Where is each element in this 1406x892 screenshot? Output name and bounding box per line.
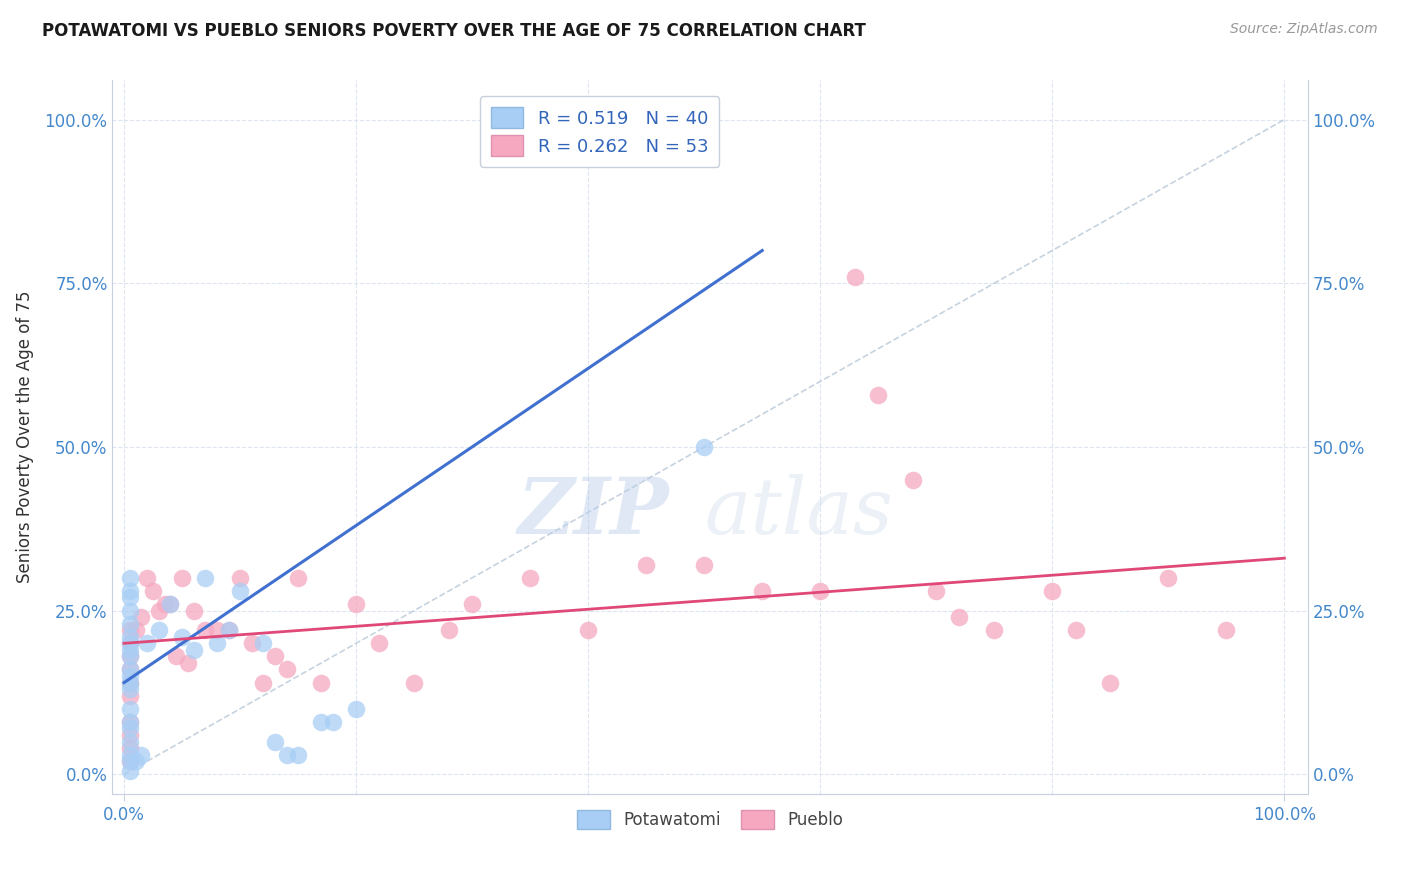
Point bbox=[264, 734, 287, 748]
Point bbox=[276, 663, 298, 677]
Point bbox=[118, 754, 141, 768]
Point bbox=[344, 702, 367, 716]
Point bbox=[925, 583, 948, 598]
Point bbox=[118, 764, 141, 778]
Point bbox=[131, 610, 153, 624]
Point bbox=[172, 571, 194, 585]
Point bbox=[131, 747, 153, 762]
Point bbox=[693, 440, 716, 454]
Point bbox=[165, 649, 187, 664]
Point bbox=[118, 571, 141, 585]
Point bbox=[1215, 624, 1237, 638]
Point bbox=[118, 747, 141, 762]
Point bbox=[118, 675, 141, 690]
Point bbox=[344, 597, 367, 611]
Point bbox=[118, 754, 141, 768]
Point bbox=[118, 643, 141, 657]
Point bbox=[576, 624, 599, 638]
Point bbox=[118, 603, 141, 617]
Point bbox=[287, 747, 309, 762]
Point bbox=[118, 714, 141, 729]
Point bbox=[118, 734, 141, 748]
Point bbox=[118, 649, 141, 664]
Point bbox=[118, 722, 141, 736]
Point bbox=[118, 624, 141, 638]
Point bbox=[229, 583, 252, 598]
Point bbox=[118, 741, 141, 756]
Point bbox=[177, 656, 200, 670]
Point bbox=[118, 728, 141, 742]
Point bbox=[252, 636, 274, 650]
Point bbox=[229, 571, 252, 585]
Point bbox=[218, 624, 240, 638]
Point bbox=[901, 473, 924, 487]
Point bbox=[118, 630, 141, 644]
Point bbox=[194, 624, 217, 638]
Point bbox=[205, 624, 228, 638]
Point bbox=[983, 624, 1005, 638]
Point bbox=[118, 663, 141, 677]
Point bbox=[1040, 583, 1063, 598]
Point bbox=[118, 591, 141, 605]
Point bbox=[159, 597, 181, 611]
Point bbox=[118, 689, 141, 703]
Point bbox=[136, 571, 159, 585]
Point bbox=[118, 636, 141, 650]
Point bbox=[142, 583, 165, 598]
Point bbox=[311, 714, 333, 729]
Text: ZIP: ZIP bbox=[517, 475, 669, 550]
Point bbox=[118, 702, 141, 716]
Point bbox=[118, 649, 141, 664]
Point bbox=[118, 714, 141, 729]
Point bbox=[118, 616, 141, 631]
Point bbox=[194, 571, 217, 585]
Point bbox=[240, 636, 263, 650]
Point bbox=[218, 624, 240, 638]
Point bbox=[287, 571, 309, 585]
Point bbox=[868, 387, 890, 401]
Point bbox=[118, 663, 141, 677]
Point bbox=[205, 636, 228, 650]
Text: Source: ZipAtlas.com: Source: ZipAtlas.com bbox=[1230, 22, 1378, 37]
Point bbox=[693, 558, 716, 572]
Point bbox=[118, 669, 141, 683]
Point bbox=[519, 571, 541, 585]
Point bbox=[264, 649, 287, 664]
Point bbox=[751, 583, 773, 598]
Point bbox=[461, 597, 484, 611]
Point bbox=[276, 747, 298, 762]
Point bbox=[311, 675, 333, 690]
Point bbox=[172, 630, 194, 644]
Point bbox=[118, 682, 141, 697]
Point bbox=[118, 675, 141, 690]
Point bbox=[636, 558, 658, 572]
Point bbox=[118, 636, 141, 650]
Point bbox=[148, 624, 170, 638]
Point bbox=[437, 624, 460, 638]
Point bbox=[1099, 675, 1122, 690]
Point bbox=[148, 603, 170, 617]
Y-axis label: Seniors Poverty Over the Age of 75: Seniors Poverty Over the Age of 75 bbox=[15, 291, 34, 583]
Point bbox=[183, 643, 205, 657]
Point bbox=[948, 610, 970, 624]
Point bbox=[183, 603, 205, 617]
Text: POTAWATOMI VS PUEBLO SENIORS POVERTY OVER THE AGE OF 75 CORRELATION CHART: POTAWATOMI VS PUEBLO SENIORS POVERTY OVE… bbox=[42, 22, 866, 40]
Point bbox=[404, 675, 426, 690]
Point bbox=[153, 597, 176, 611]
Point bbox=[125, 624, 148, 638]
Point bbox=[136, 636, 159, 650]
Point bbox=[1157, 571, 1180, 585]
Point bbox=[159, 597, 181, 611]
Point bbox=[519, 112, 541, 127]
Point bbox=[252, 675, 274, 690]
Point bbox=[322, 714, 344, 729]
Point bbox=[368, 636, 391, 650]
Legend: Potawatomi, Pueblo: Potawatomi, Pueblo bbox=[569, 803, 851, 836]
Point bbox=[844, 269, 866, 284]
Point bbox=[808, 583, 831, 598]
Text: atlas: atlas bbox=[704, 475, 893, 550]
Point bbox=[1064, 624, 1087, 638]
Point bbox=[125, 754, 148, 768]
Point bbox=[118, 583, 141, 598]
